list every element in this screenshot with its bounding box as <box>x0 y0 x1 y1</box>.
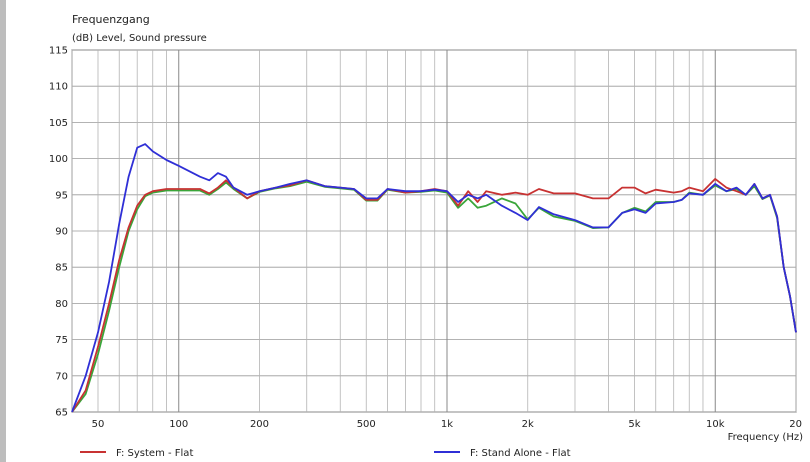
x-tick-label: 20 <box>789 419 802 430</box>
x-tick-label: 2k <box>522 419 534 430</box>
x-tick-label: 200 <box>250 419 269 430</box>
y-tick-label: 75 <box>55 335 68 346</box>
x-tick-label: 100 <box>169 419 188 430</box>
legend: F: System - Flat F: Stand Alone - Flat <box>80 448 571 459</box>
x-tick-label: 5k <box>628 419 640 430</box>
y-tick-label: 115 <box>49 46 68 57</box>
x-tick-label: 500 <box>357 419 376 430</box>
y-tick-labels: 65 70 75 80 85 90 95 100 105 110 115 <box>49 46 68 419</box>
y-tick-label: 70 <box>55 371 68 382</box>
series-lines <box>71 143 797 413</box>
legend-label: F: System - Flat <box>116 448 193 459</box>
y-axis-label: (dB) Level, Sound pressure <box>72 33 207 44</box>
y-tick-label: 90 <box>55 227 68 238</box>
x-tick-label: 1k <box>441 419 453 430</box>
y-tick-label: 80 <box>55 299 68 310</box>
frequency-response-chart: Frequenzgang (dB) Level, Sound pressure … <box>49 13 804 459</box>
y-tick-label: 110 <box>49 82 68 93</box>
x-tick-labels: 50 100 200 500 1k 2k 5k 10k 20 <box>92 419 802 430</box>
x-tick-label: 10k <box>706 419 725 430</box>
y-tick-label: 105 <box>49 118 68 129</box>
x-axis-label: Frequency (Hz) <box>728 432 804 443</box>
grid <box>71 49 797 413</box>
y-tick-label: 100 <box>49 154 68 165</box>
y-tick-label: 85 <box>55 263 68 274</box>
legend-label: F: Stand Alone - Flat <box>470 448 571 459</box>
chart-frame: Frequenzgang (dB) Level, Sound pressure … <box>6 0 810 462</box>
series-line <box>71 143 797 413</box>
y-tick-label: 95 <box>55 190 68 201</box>
x-tick-label: 50 <box>92 419 105 430</box>
chart-title: Frequenzgang <box>72 13 150 26</box>
series-line <box>71 178 797 413</box>
y-tick-label: 65 <box>55 408 68 419</box>
series-line <box>71 180 797 413</box>
